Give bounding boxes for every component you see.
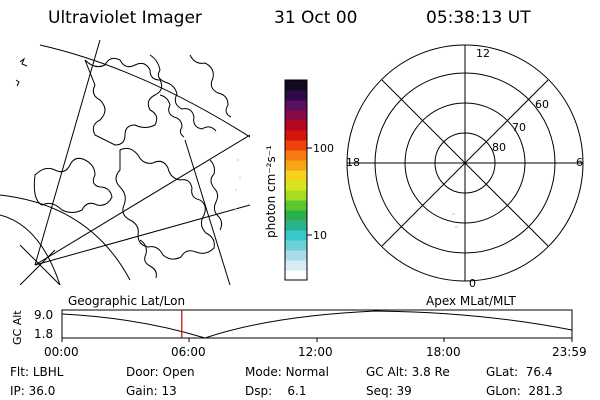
glat-value: 76.4 bbox=[525, 365, 553, 379]
coastline-5 bbox=[33, 157, 113, 213]
coastline-6 bbox=[115, 147, 215, 260]
mode-label: Mode: bbox=[245, 365, 282, 379]
lon-line-3 bbox=[34, 204, 250, 266]
colorbar-cell bbox=[285, 230, 307, 241]
alt-xtick-label-1: 06:00 bbox=[171, 345, 206, 359]
gcalt-value: 3.8 Re bbox=[411, 365, 450, 379]
gcalt-field: GC Alt: 3.8 Re bbox=[366, 366, 450, 378]
colorbar-cell bbox=[285, 240, 307, 251]
alt-xtick-label-4: 23:59 bbox=[552, 345, 587, 359]
ip-label: IP: bbox=[10, 384, 25, 398]
colorbar-cell bbox=[285, 200, 307, 211]
mode-field: Mode: Normal bbox=[245, 366, 329, 378]
dsp-field: Dsp: 6.1 bbox=[245, 385, 307, 397]
coastline-3 bbox=[149, 54, 217, 132]
colorbar-cell bbox=[285, 150, 307, 161]
mlt-label-6: 6 bbox=[576, 156, 583, 169]
instrument-title: Ultraviolet Imager bbox=[48, 8, 202, 28]
colorbar-cell bbox=[285, 100, 307, 111]
alt-xtick-label-3: 18:00 bbox=[426, 345, 461, 359]
gain-field: Gain: 13 bbox=[126, 385, 177, 397]
door-field: Door: Open bbox=[126, 366, 195, 378]
colorbar-cell bbox=[285, 270, 307, 281]
glat-label: GLat: bbox=[486, 365, 519, 379]
mlt-label-0: 0 bbox=[469, 277, 476, 290]
coastline-7 bbox=[159, 94, 185, 138]
ip-value: 36.0 bbox=[28, 384, 56, 398]
colorbar-cell bbox=[285, 90, 307, 101]
door-label: Door: bbox=[126, 365, 159, 379]
lat-arc-1 bbox=[39, 44, 250, 138]
seq-label: Seq: bbox=[366, 384, 393, 398]
coastline-4 bbox=[189, 54, 232, 118]
flt-label: Flt: bbox=[10, 365, 29, 379]
gain-label: Gain: bbox=[126, 384, 158, 398]
lon-line-2 bbox=[34, 134, 250, 266]
alt-xtick-label-2: 12:00 bbox=[298, 345, 333, 359]
colorbar-cell bbox=[285, 220, 307, 231]
altitude-plot-frame bbox=[61, 309, 573, 339]
glon-field: GLon: 281.3 bbox=[486, 385, 563, 397]
polar-meridian-diag2 bbox=[381, 79, 549, 247]
colorbar-label-100: 100 bbox=[313, 142, 334, 155]
colorbar-cell bbox=[285, 140, 307, 151]
alt-ytick-bottom: 1.8 bbox=[34, 327, 54, 341]
seq-field: Seq: 39 bbox=[366, 385, 412, 397]
right-panel-label: Apex MLat/MLT bbox=[426, 294, 516, 308]
coastline-9 bbox=[139, 239, 157, 279]
mlt-label-12: 12 bbox=[476, 47, 490, 60]
door-value: Open bbox=[162, 365, 195, 379]
date-label: 31 Oct 00 bbox=[274, 8, 358, 28]
alt-xtick-label-0: 00:00 bbox=[44, 345, 79, 359]
polar-faint-pixels bbox=[452, 213, 458, 228]
colorbar-frame bbox=[284, 79, 308, 281]
colorbar-cell bbox=[285, 120, 307, 131]
lat-arc-3 bbox=[0, 214, 61, 285]
colorbar-cell bbox=[285, 250, 307, 261]
flt-value: LBHL bbox=[32, 365, 64, 379]
lon-line-1 bbox=[34, 40, 101, 266]
coastline-2 bbox=[84, 57, 163, 146]
colorbar-cell bbox=[285, 110, 307, 121]
time-label: 05:38:13 UT bbox=[426, 8, 531, 28]
mode-value: Normal bbox=[285, 365, 329, 379]
glon-label: GLon: bbox=[486, 384, 521, 398]
faint-aurora bbox=[234, 158, 241, 212]
colorbar-cell bbox=[285, 260, 307, 271]
colorbar-cell bbox=[285, 130, 307, 141]
left-panel-label: Geographic Lat/Lon bbox=[68, 294, 186, 308]
altitude-curve bbox=[61, 310, 573, 339]
mlat-label-60: 60 bbox=[535, 98, 549, 111]
lon-line-6 bbox=[184, 139, 231, 285]
gcalt-label: GC Alt: bbox=[366, 365, 408, 379]
colorbar-cell bbox=[285, 190, 307, 201]
lat-arc-2 bbox=[0, 194, 131, 281]
coastline-1 bbox=[15, 57, 28, 87]
coastline-8 bbox=[209, 159, 223, 231]
glat-field: GLat: 76.4 bbox=[486, 366, 552, 378]
colorbar-cell bbox=[285, 80, 307, 91]
mlt-label-18: 18 bbox=[346, 156, 360, 169]
mlat-label-70: 70 bbox=[512, 121, 526, 134]
lon-line-5 bbox=[19, 249, 56, 285]
seq-value: 39 bbox=[396, 384, 412, 398]
colorbar-cell bbox=[285, 160, 307, 171]
alt-ylabel: GC Alt bbox=[11, 310, 24, 345]
dsp-label: Dsp: bbox=[245, 384, 273, 398]
mlat-label-80: 80 bbox=[492, 141, 506, 154]
colorbar-cell bbox=[285, 170, 307, 181]
glon-value: 281.3 bbox=[528, 384, 563, 398]
gain-value: 13 bbox=[161, 384, 177, 398]
colorbar-cell bbox=[285, 180, 307, 191]
alt-ytick-top: 9.0 bbox=[34, 308, 54, 322]
ip-field: IP: 36.0 bbox=[10, 385, 55, 397]
flt-field: Flt: LBHL bbox=[10, 366, 63, 378]
dsp-value: 6.1 bbox=[287, 384, 307, 398]
colorbar-label-10: 10 bbox=[313, 229, 327, 242]
colorbar-cell bbox=[285, 210, 307, 221]
